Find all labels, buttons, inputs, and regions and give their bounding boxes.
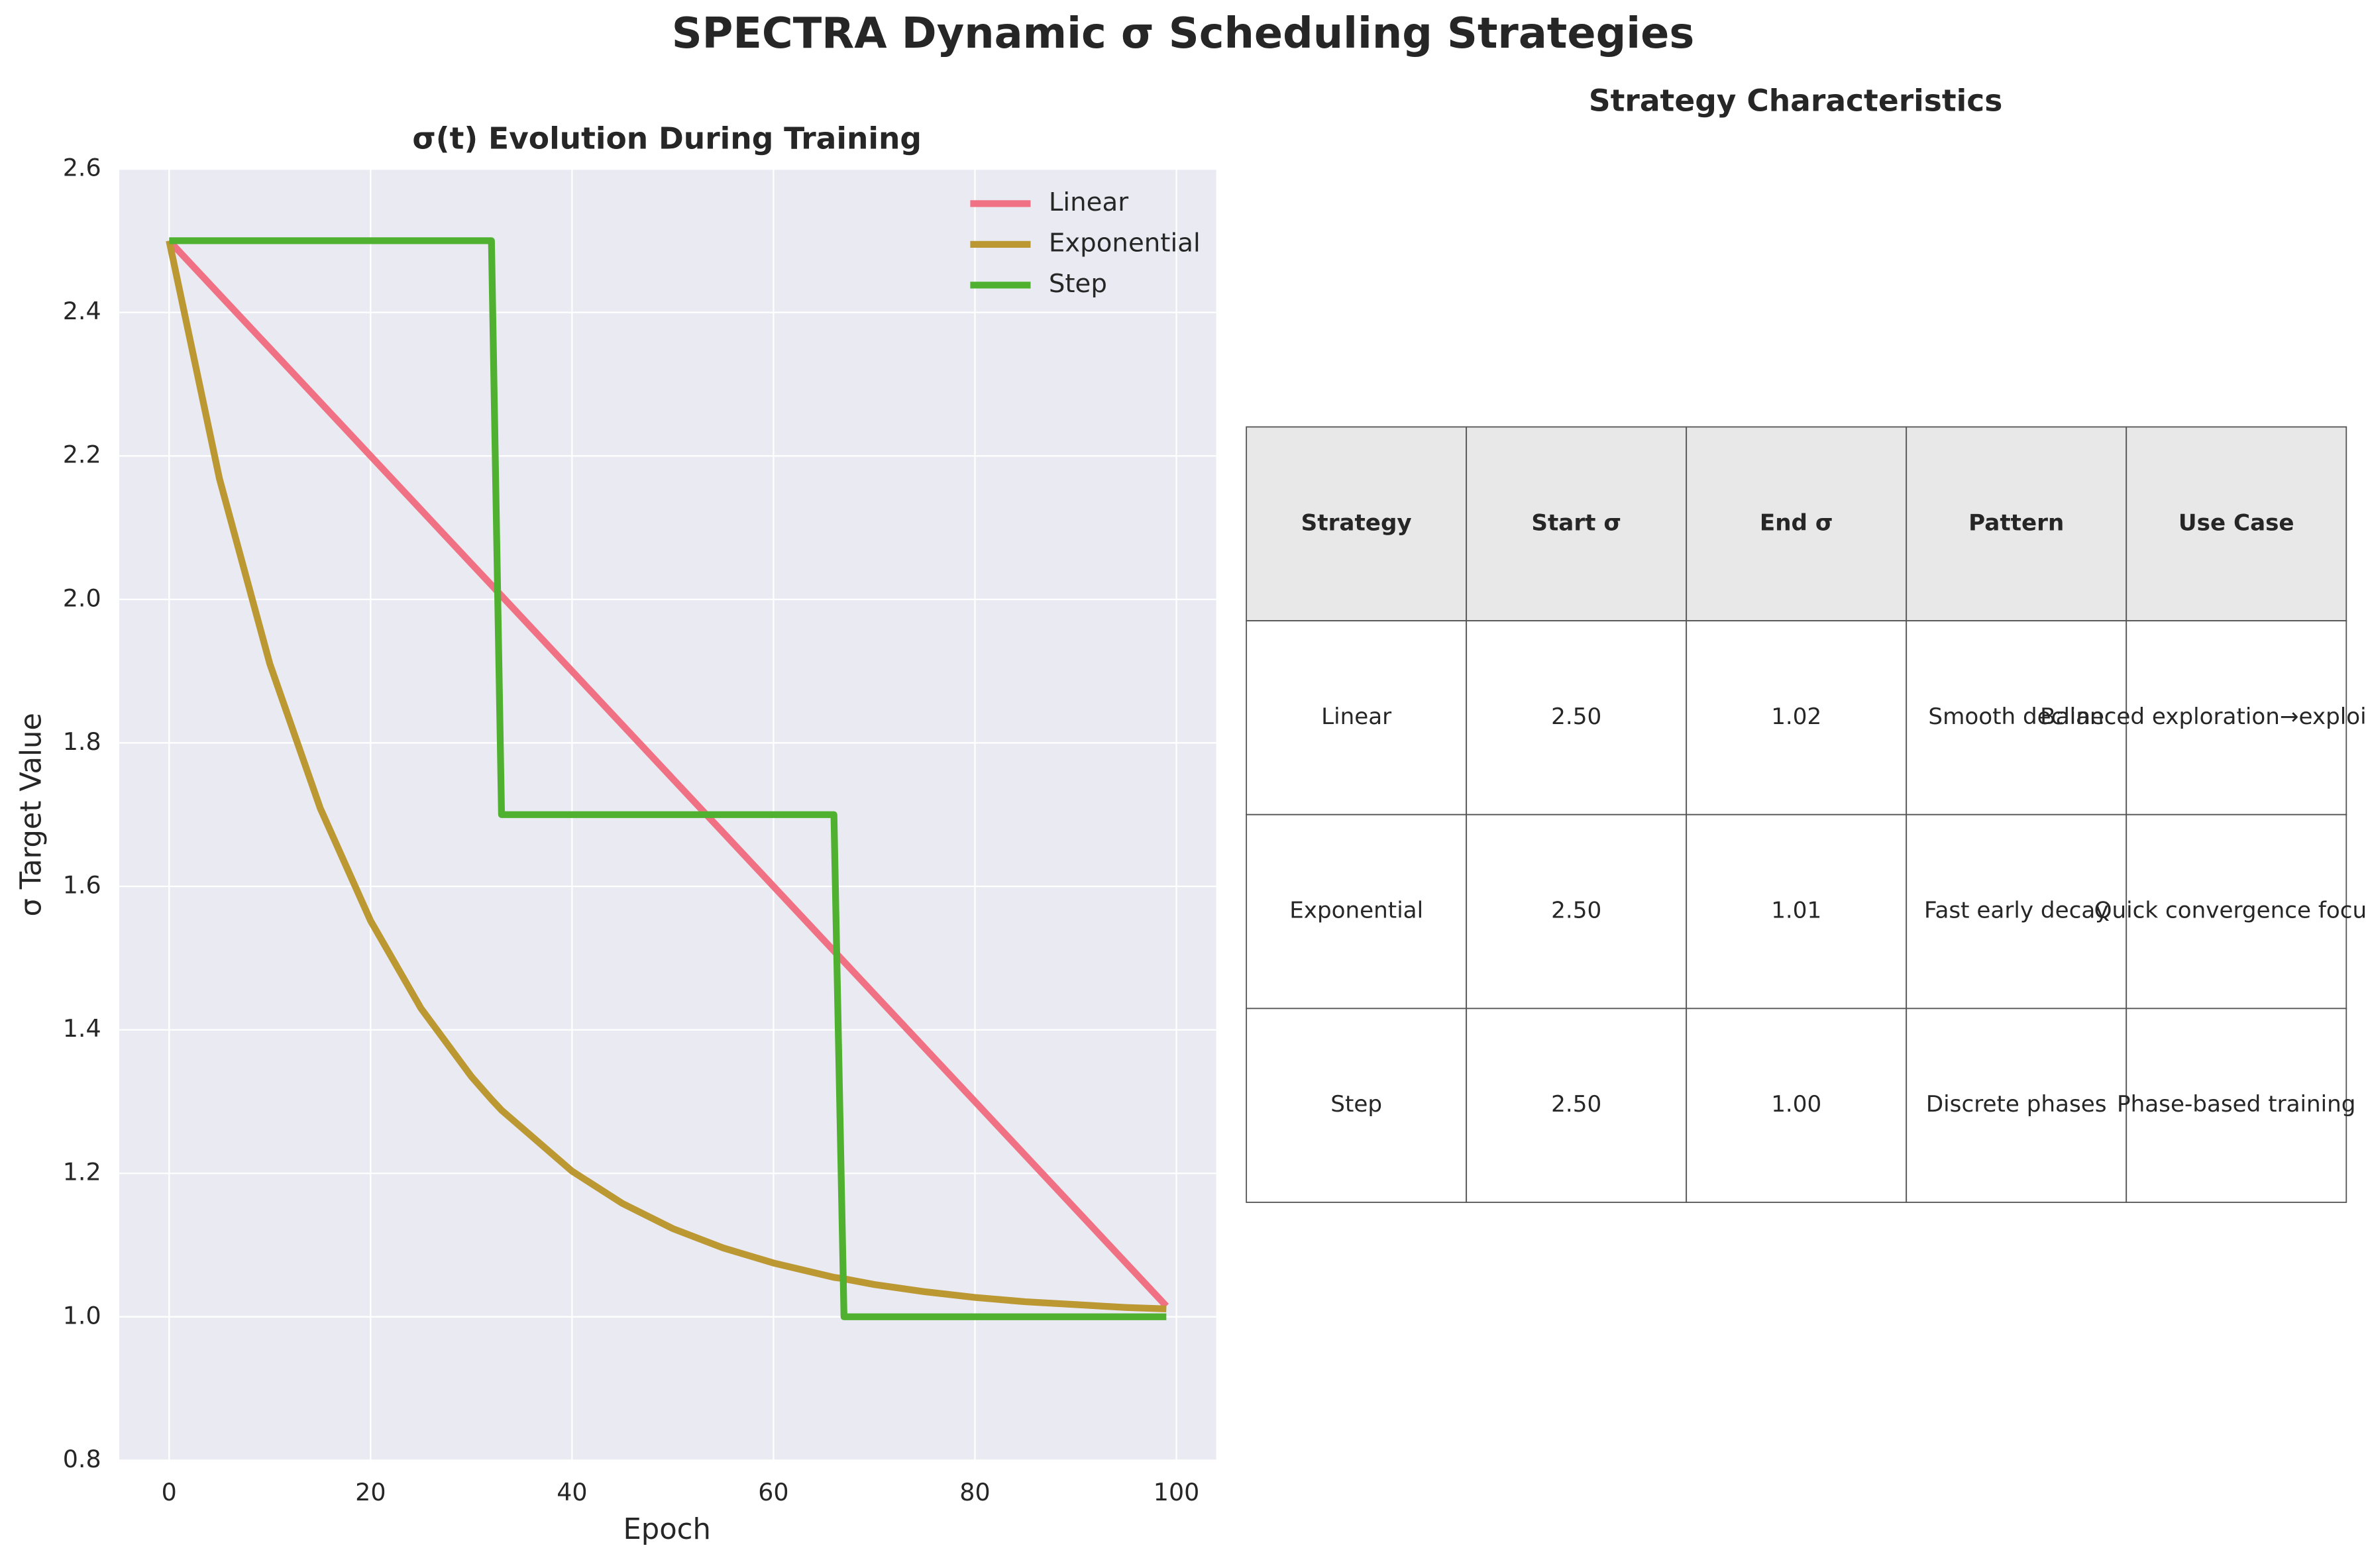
cell-text: Exponential — [1289, 898, 1423, 924]
grid: 0.8 1.0 1.2 1.4 1.6 1.8 2.0 2.2 2.4 2.6 0 20 40 60 80 1… — [63, 154, 1216, 1506]
y-tick-label: 1.6 — [63, 871, 101, 900]
legend: Linear Exponential Step — [970, 187, 1201, 299]
y-tick-label: 1.4 — [63, 1014, 101, 1043]
cell-text: Linear — [1321, 704, 1392, 730]
table-cell — [1246, 620, 1468, 815]
cell-text: Quick convergence focus — [2094, 898, 2366, 924]
y-tick-label: 1.8 — [63, 727, 101, 756]
header-cell — [1246, 426, 1468, 622]
y-tick-label: 1.0 — [63, 1301, 101, 1330]
table-cell — [2125, 1008, 2347, 1203]
header-text: End σ — [1760, 509, 1833, 536]
table: Strategy Start σ End σ Pattern Use Case Linea… — [1246, 426, 2366, 1203]
x-axis-label: Epoch — [623, 1513, 710, 1546]
header-text: Start σ — [1531, 509, 1621, 536]
table-cell — [2125, 620, 2347, 815]
header-cell — [2125, 426, 2347, 622]
table-cell — [1466, 813, 1688, 1010]
cell-text: 1.00 — [1771, 1091, 1821, 1118]
cell-text: Discrete phases — [1926, 1091, 2107, 1118]
x-tick-label: 100 — [1154, 1478, 1200, 1506]
x-tick-label: 80 — [959, 1478, 990, 1506]
figure-title: SPECTRA Dynamic σ Scheduling Strategies — [672, 9, 1695, 58]
series-line — [166, 238, 1169, 1309]
table-cell — [1686, 1008, 1908, 1203]
header-cell — [1466, 426, 1688, 622]
y-tick-label: 2.4 — [63, 297, 101, 325]
table-title: Strategy Characteristics — [1589, 83, 2003, 118]
y-axis-label: σ Target Value — [15, 713, 48, 916]
header-cell — [1686, 426, 1908, 622]
y-tick-label: 1.2 — [63, 1158, 101, 1186]
series-line — [169, 237, 1167, 1320]
table-cell — [1246, 1008, 1468, 1203]
x-tick-label: 40 — [557, 1478, 587, 1506]
legend-label: Step — [1049, 269, 1107, 299]
header-cell — [1906, 426, 2127, 622]
table-cell — [1466, 620, 1688, 815]
cell-text: Smooth decline — [1928, 704, 2104, 730]
table-cell — [1686, 813, 1908, 1010]
cell-text: 1.01 — [1771, 898, 1821, 924]
y-tick-label: 2.6 — [63, 154, 101, 182]
y-tick-label: 2.2 — [63, 441, 101, 469]
x-tick-label: 0 — [162, 1478, 177, 1506]
cell-text: Balanced exploration→exploitation — [2040, 704, 2366, 730]
table-cell — [1686, 620, 1908, 815]
cell-text: 2.50 — [1551, 1091, 1601, 1118]
series-line — [166, 240, 1167, 1313]
x-tick-label: 20 — [355, 1478, 386, 1506]
y-tick-label: 2.0 — [63, 584, 101, 612]
y-tick-label: 0.8 — [63, 1445, 101, 1473]
chart-title: σ(t) Evolution During Training — [412, 121, 922, 156]
cell-text: Phase-based training — [2117, 1091, 2355, 1118]
cell-text: 2.50 — [1551, 704, 1601, 730]
legend-label: Linear — [1049, 187, 1128, 217]
x-tick-label: 60 — [758, 1478, 788, 1506]
cell-text: 2.50 — [1551, 898, 1601, 924]
header-text: Strategy — [1301, 509, 1412, 536]
table-cell — [1466, 1008, 1688, 1203]
lines — [166, 237, 1169, 1320]
cell-text: 1.02 — [1771, 704, 1821, 730]
cell-text: Step — [1330, 1091, 1382, 1118]
header-text: Pattern — [1968, 509, 2064, 536]
legend-label: Exponential — [1049, 228, 1201, 258]
table-cell — [1246, 813, 1468, 1010]
cell-text: Fast early decay — [1924, 898, 2109, 924]
header-text: Use Case — [2178, 509, 2294, 536]
table-cell — [1906, 1008, 2127, 1203]
